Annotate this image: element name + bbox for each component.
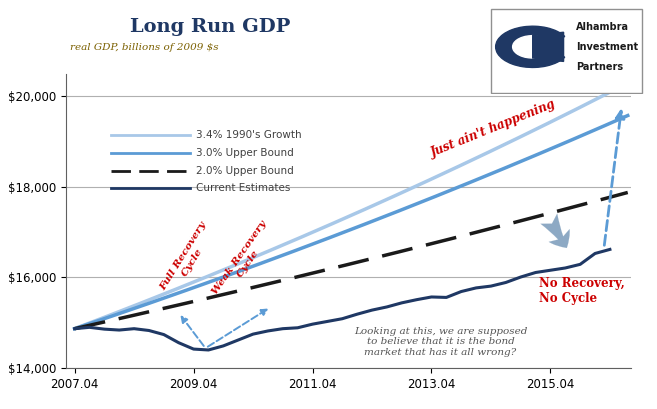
Text: Just ain't happening: Just ain't happening <box>428 98 557 160</box>
Polygon shape <box>533 32 564 61</box>
Text: Alhambra: Alhambra <box>576 22 629 32</box>
Text: Looking at this, we are supposed
to believe that it is the bond
market that has : Looking at this, we are supposed to beli… <box>353 327 527 357</box>
Text: Partners: Partners <box>576 62 623 72</box>
Text: Investment: Investment <box>576 42 638 52</box>
Text: Full Recovery
Cycle: Full Recovery Cycle <box>158 220 217 298</box>
Text: Weak Recovery
Cycle: Weak Recovery Cycle <box>211 220 277 302</box>
Text: 3.0% Upper Bound: 3.0% Upper Bound <box>196 148 294 158</box>
Text: Long Run GDP: Long Run GDP <box>130 18 290 36</box>
Text: Current Estimates: Current Estimates <box>196 184 290 193</box>
Text: 2.0% Upper Bound: 2.0% Upper Bound <box>196 166 294 176</box>
FancyBboxPatch shape <box>491 9 643 93</box>
Wedge shape <box>495 26 565 67</box>
Text: 3.4% 1990's Growth: 3.4% 1990's Growth <box>196 130 302 140</box>
Text: real GDP, billions of 2009 $s: real GDP, billions of 2009 $s <box>70 43 219 52</box>
Wedge shape <box>512 36 551 58</box>
Text: No Recovery,
No Cycle: No Recovery, No Cycle <box>539 277 624 306</box>
